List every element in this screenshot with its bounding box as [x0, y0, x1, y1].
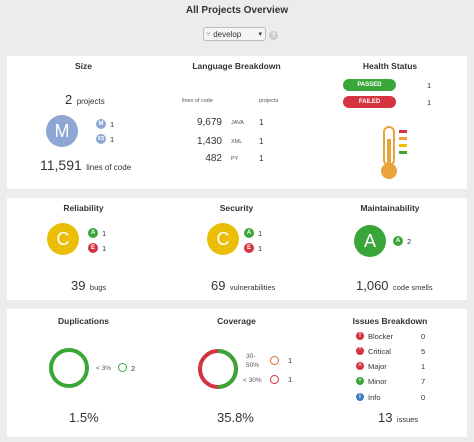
issue-row-label[interactable]: Info: [368, 393, 381, 402]
rating-a-badge: A: [88, 228, 98, 238]
security-title: Security: [219, 203, 254, 213]
duplications-title: Duplications: [57, 316, 109, 326]
lines-of-code: 11,591 lines of code: [40, 157, 132, 173]
issue-row-count: 1: [421, 362, 426, 371]
maintainability-value: 1,060 code smells: [356, 278, 433, 293]
language-col-lines: lines of code: [182, 98, 213, 104]
issue-row-label[interactable]: Major: [368, 362, 387, 371]
failed-badge[interactable]: FAILED: [343, 96, 396, 108]
rating-e-badge: E: [244, 243, 254, 253]
page-title: All Projects Overview: [185, 5, 289, 16]
chevron-down-icon: ▾: [258, 31, 262, 38]
rating-a-badge: A: [244, 228, 254, 238]
reliability-grade-circle[interactable]: C: [47, 223, 79, 255]
duplications-bucket-icon: [118, 363, 127, 372]
panel-metrics: Duplications < 3% 2 1.5% Coverage 30- 50…: [7, 309, 467, 437]
coverage-bucket1-icon: [270, 356, 279, 365]
critical-icon: ⌃: [356, 347, 364, 355]
help-icon[interactable]: ?: [269, 31, 278, 40]
language-title: Language Breakdown: [192, 61, 281, 71]
rating-a-badge: A: [393, 236, 403, 246]
duplications-bucket-label: < 3%: [96, 365, 111, 372]
issue-row-label[interactable]: Minor: [368, 377, 387, 386]
coverage-bucket2-label: < 30%: [243, 377, 262, 384]
rating-e-badge: E: [88, 243, 98, 253]
branch-selector[interactable]: ⑂ develop ▾: [203, 27, 266, 41]
coverage-bucket1-label-b: 50%: [246, 362, 260, 369]
coverage-bucket1-count: 1: [288, 356, 293, 365]
size-grade-circle: M: [46, 115, 78, 147]
coverage-value: 35.8%: [217, 410, 254, 425]
size-m-count: 1: [110, 120, 115, 129]
blocker-icon: !: [356, 332, 364, 340]
coverage-donut-covered: [198, 349, 238, 389]
coverage-bucket2-count: 1: [288, 375, 293, 384]
info-icon: i: [356, 393, 364, 401]
issues-title: Issues Breakdown: [352, 316, 428, 326]
lang-row-lines: 9,679: [196, 117, 222, 128]
lang-row-name: JAVA: [231, 120, 244, 126]
language-col-projects: projects: [259, 98, 279, 104]
security-grade-circle[interactable]: C: [207, 223, 239, 255]
size-xs-count: 1: [110, 135, 115, 144]
lang-row-projects: 1: [259, 137, 264, 146]
passed-badge[interactable]: PASSED: [343, 79, 396, 91]
issue-row-count: 0: [421, 393, 426, 402]
rating-e-count: 1: [258, 244, 263, 253]
branch-select-value: develop: [213, 29, 242, 39]
lang-row-projects: 1: [259, 118, 264, 127]
issue-row-label[interactable]: Critical: [368, 347, 391, 356]
panel-ratings: Reliability C A 1 E 1 39 bugs Security C…: [7, 198, 467, 300]
size-m-badge: M: [96, 119, 106, 129]
passed-count: 1: [427, 81, 432, 90]
coverage-donut[interactable]: [196, 347, 240, 391]
issue-row-count: 0: [421, 332, 426, 341]
maintainability-title: Maintainability: [360, 203, 420, 213]
lang-row-projects: 1: [259, 154, 264, 163]
issue-row-count: 5: [421, 347, 426, 356]
reliability-title: Reliability: [63, 203, 104, 213]
size-title: Size: [74, 61, 92, 71]
projects-count: 2 projects: [65, 92, 105, 107]
rating-a-count: 1: [258, 229, 263, 238]
lang-row-lines: 1,430: [196, 136, 222, 147]
panel-overview: Size 2 projects M M 1 XS 1 11,591 lines …: [7, 56, 467, 189]
issues-total: 13 issues: [378, 410, 419, 425]
lang-row-lines: 482: [205, 153, 222, 164]
lang-row-name: XML: [231, 139, 243, 145]
failed-count: 1: [427, 98, 432, 107]
rating-a-count: 1: [102, 229, 107, 238]
rating-e-count: 1: [102, 244, 107, 253]
minor-icon: ˅: [356, 377, 364, 385]
duplications-bucket-count: 2: [131, 364, 136, 373]
duplications-value: 1.5%: [69, 410, 99, 425]
issue-row-count: 7: [421, 377, 426, 386]
reliability-value: 39 bugs: [71, 278, 107, 293]
coverage-bucket1-label-a: 30-: [246, 353, 256, 360]
size-xs-badge: XS: [96, 134, 106, 144]
health-title: Health Status: [362, 61, 418, 71]
duplications-donut[interactable]: [49, 348, 89, 388]
maintainability-grade-circle[interactable]: A: [354, 225, 386, 257]
major-icon: ˄: [356, 362, 364, 370]
thermometer-icon: [381, 126, 407, 179]
branch-icon: ⑂: [206, 30, 211, 38]
coverage-title: Coverage: [217, 316, 256, 326]
issue-row-label[interactable]: Blocker: [368, 332, 394, 341]
lang-row-name: PY: [231, 156, 239, 162]
coverage-bucket2-icon: [270, 375, 279, 384]
rating-a-count: 2: [407, 237, 412, 246]
security-value: 69 vulnerabilities: [211, 278, 276, 293]
